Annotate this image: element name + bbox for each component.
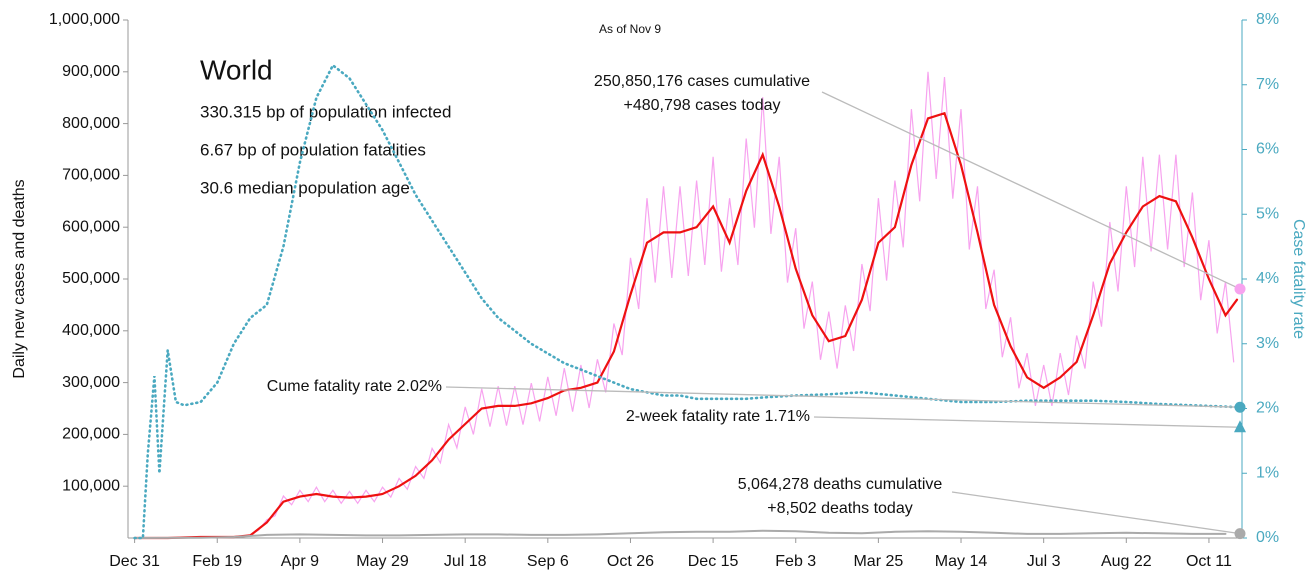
y-tick-label: 300,000 (62, 374, 120, 391)
x-tick-label: Feb 19 (192, 553, 242, 570)
x-tick-label: Dec 15 (688, 553, 739, 570)
y-tick-label: 900,000 (62, 63, 120, 80)
annotation-text: 5,064,278 deaths cumulative (738, 476, 943, 493)
x-tick-label: Mar 25 (853, 553, 903, 570)
y-tick-label: 500,000 (62, 270, 120, 287)
y2-axis-label: Case fatality rate (1290, 219, 1307, 339)
subtitle: 6.67 bp of population fatalities (200, 140, 426, 159)
x-tick-label: May 29 (356, 553, 409, 570)
y-tick-label: 100,000 (62, 477, 120, 494)
y2-tick-label: 7% (1256, 76, 1279, 93)
y2-tick-label: 8% (1256, 11, 1279, 28)
leader-line (445, 386, 1241, 408)
x-tick-label: Jul 3 (1027, 553, 1061, 570)
end-marker (1234, 528, 1246, 540)
y2-tick-label: 2% (1256, 400, 1279, 417)
x-tick-label: Oct 11 (1186, 553, 1232, 570)
chart-title: World (200, 54, 273, 85)
annotation-text: +480,798 cases today (623, 97, 780, 114)
y-tick-label: 600,000 (62, 218, 120, 235)
x-tick-label: Feb 3 (775, 553, 816, 570)
x-tick-label: Oct 26 (607, 553, 654, 570)
annotation-text: 2-week fatality rate 1.71% (626, 408, 810, 425)
y-tick-label: 800,000 (62, 115, 120, 132)
x-tick-label: Apr 9 (281, 553, 319, 570)
leader-line (951, 491, 1241, 535)
annotation-text: Cume fatality rate 2.02% (267, 378, 442, 395)
leader-line (821, 91, 1241, 290)
y2-tick-label: 0% (1256, 529, 1279, 546)
x-tick-label: Jul 18 (444, 553, 487, 570)
subtitle: 330.315 bp of population infected (200, 102, 451, 121)
series-line (133, 63, 1239, 540)
annotation-text: +8,502 deaths today (767, 500, 912, 517)
y-tick-label: 1,000,000 (49, 11, 120, 28)
x-tick-label: May 14 (935, 553, 988, 570)
x-tick-label: Sep 6 (527, 553, 569, 570)
y2-tick-label: 4% (1256, 270, 1279, 287)
y2-tick-label: 6% (1256, 141, 1279, 158)
end-marker (1234, 283, 1246, 295)
series-line (133, 529, 1227, 539)
subtitle: 30.6 median population age (200, 178, 410, 197)
y2-tick-label: 1% (1256, 464, 1279, 481)
y-tick-label: 200,000 (62, 426, 120, 443)
series-line (133, 111, 1239, 540)
y-axis-label: Daily new cases and deaths (11, 179, 28, 378)
x-tick-label: Dec 31 (109, 553, 160, 570)
annotation-text: 250,850,176 cases cumulative (594, 73, 810, 90)
leader-line (813, 416, 1241, 428)
end-marker (1234, 401, 1246, 413)
y-tick-label: 400,000 (62, 322, 120, 339)
as-of-note: As of Nov 9 (599, 22, 661, 36)
y-tick-label: 700,000 (62, 167, 120, 184)
y2-tick-label: 5% (1256, 205, 1279, 222)
x-tick-label: Aug 22 (1101, 553, 1152, 570)
end-marker (1234, 420, 1246, 433)
y2-tick-label: 3% (1256, 335, 1279, 352)
